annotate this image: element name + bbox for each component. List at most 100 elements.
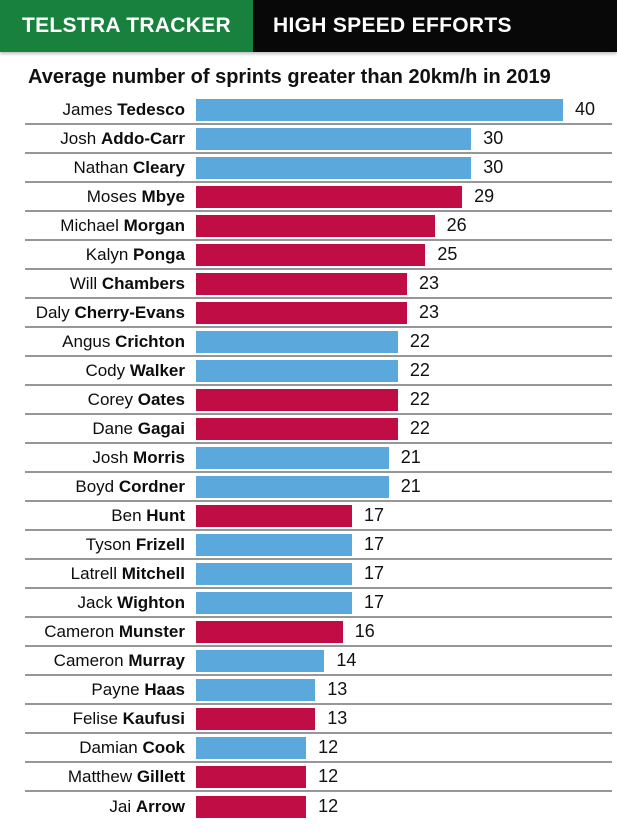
player-first-name: Cody	[85, 360, 130, 380]
value-label: 22	[409, 331, 430, 351]
value-label: 23	[419, 273, 440, 293]
player-first-name: Josh	[92, 447, 134, 467]
chart-row: Latrell Mitchell 17	[25, 560, 612, 589]
header-banner: TELSTRA TRACKER HIGH SPEED EFFORTS	[0, 0, 617, 52]
player-name: Josh Morris	[25, 448, 196, 468]
value-label: 13	[327, 679, 348, 699]
chart-row: Cameron Murray 14	[25, 647, 612, 676]
chart-row: Damian Cook 12	[25, 734, 612, 763]
player-name: Corey Oates	[25, 390, 196, 410]
player-last-name: Frizell	[135, 534, 185, 554]
player-name: Latrell Mitchell	[25, 564, 196, 584]
player-last-name: Tedesco	[117, 99, 185, 119]
player-name: Cameron Munster	[25, 622, 196, 642]
value-label: 12	[318, 766, 339, 786]
player-first-name: Moses	[86, 186, 142, 206]
player-first-name: Corey	[87, 389, 138, 409]
player-last-name: Murray	[128, 650, 185, 670]
player-first-name: Latrell	[70, 563, 122, 583]
player-name: Cody Walker	[25, 361, 196, 381]
value-bar	[196, 649, 325, 672]
value-label: 13	[327, 708, 348, 728]
player-first-name: Kalyn	[85, 244, 134, 264]
chart-row: Tyson Frizell 17	[25, 531, 612, 560]
chart-row: Ben Hunt 17	[25, 502, 612, 531]
player-first-name: Cameron	[53, 650, 129, 670]
player-name: James Tedesco	[25, 100, 196, 120]
value-bar	[196, 736, 307, 759]
player-first-name: Daly	[35, 302, 75, 322]
player-first-name: Angus	[62, 331, 116, 351]
value-label: 22	[409, 389, 430, 409]
chart-row: Josh Morris 21	[25, 444, 612, 473]
player-name: Michael Morgan	[25, 216, 196, 236]
value-label: 17	[364, 505, 385, 525]
player-last-name: Morris	[133, 447, 185, 467]
player-last-name: Wighton	[117, 592, 185, 612]
value-label: 17	[364, 592, 385, 612]
player-first-name: Nathan	[73, 157, 134, 177]
player-name: Angus Crichton	[25, 332, 196, 352]
player-first-name: Josh	[60, 128, 101, 148]
value-label: 30	[483, 157, 504, 177]
player-name: Damian Cook	[25, 738, 196, 758]
value-label: 22	[409, 360, 430, 380]
chart-row: Payne Haas 13	[25, 676, 612, 705]
value-bar	[196, 301, 407, 324]
player-name: Payne Haas	[25, 680, 196, 700]
player-last-name: Chambers	[101, 273, 185, 293]
player-last-name: Morgan	[123, 215, 185, 235]
player-name: Nathan Cleary	[25, 158, 196, 178]
chart-row: Cody Walker 22	[25, 357, 612, 386]
player-first-name: Will	[69, 273, 102, 293]
chart-row: Moses Mbye 29	[25, 183, 612, 212]
value-label: 23	[419, 302, 440, 322]
value-bar	[196, 795, 307, 818]
player-first-name: Michael	[60, 215, 124, 235]
player-name: Daly Cherry-Evans	[25, 303, 196, 323]
player-last-name: Munster	[118, 621, 185, 641]
topic-box: HIGH SPEED EFFORTS	[253, 0, 617, 52]
chart-row: Jack Wighton 17	[25, 589, 612, 618]
player-last-name: Ponga	[133, 244, 185, 264]
chart-row: Dane Gagai 22	[25, 415, 612, 444]
player-last-name: Oates	[137, 389, 185, 409]
value-bar	[196, 214, 435, 237]
player-last-name: Cook	[142, 737, 186, 757]
chart-row: James Tedesco 40	[25, 96, 612, 125]
value-bar	[196, 156, 472, 179]
player-name: Boyd Cordner	[25, 477, 196, 497]
value-bar	[196, 446, 389, 469]
player-last-name: Mitchell	[121, 563, 185, 583]
value-bar	[196, 359, 398, 382]
player-name: Dane Gagai	[25, 419, 196, 439]
chart-row: Michael Morgan 26	[25, 212, 612, 241]
value-bar	[196, 620, 343, 643]
player-first-name: Jai	[109, 796, 136, 816]
value-label: 17	[364, 534, 385, 554]
value-bar	[196, 185, 463, 208]
value-label: 40	[575, 99, 596, 119]
chart-row: Angus Crichton 22	[25, 328, 612, 357]
player-first-name: Cameron	[44, 621, 119, 641]
player-name: Matthew Gillett	[25, 767, 196, 787]
value-bar	[196, 388, 398, 411]
value-label: 16	[354, 621, 375, 641]
value-bar	[196, 127, 472, 150]
chart-row: Matthew Gillett 12	[25, 763, 612, 792]
player-last-name: Kaufusi	[122, 708, 185, 728]
value-label: 21	[400, 447, 421, 467]
topic-label: HIGH SPEED EFFORTS	[273, 14, 512, 37]
value-label: 22	[409, 418, 430, 438]
brand-label: TELSTRA TRACKER	[21, 14, 232, 37]
value-bar	[196, 562, 352, 585]
player-name: Moses Mbye	[25, 187, 196, 207]
player-first-name: Ben	[111, 505, 147, 525]
value-bar	[196, 678, 316, 701]
player-name: Cameron Murray	[25, 651, 196, 671]
value-bar	[196, 475, 389, 498]
value-bar	[196, 707, 316, 730]
value-label: 12	[318, 796, 339, 816]
value-label: 30	[483, 128, 504, 148]
